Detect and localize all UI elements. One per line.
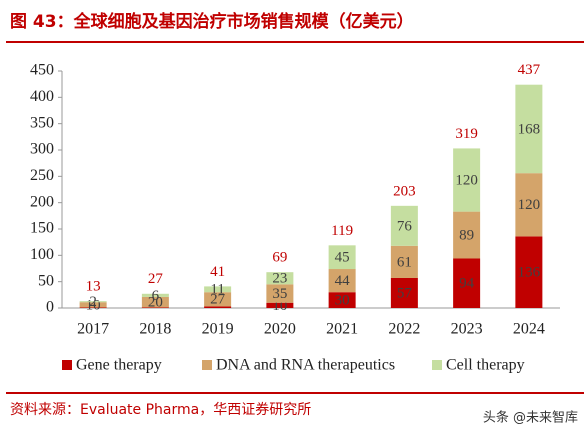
bar-segment	[453, 258, 481, 308]
value-label: 168	[518, 121, 541, 137]
y-tick-label: 200	[30, 193, 54, 210]
bar-segment	[204, 286, 232, 293]
value-label: 27	[210, 292, 226, 308]
x-tick-label: 2023	[451, 321, 483, 338]
value-label: 2	[89, 294, 97, 310]
bar-segment	[328, 269, 356, 293]
y-tick-label: 300	[30, 141, 54, 158]
bar-segment	[79, 301, 107, 303]
x-tick-label: 2021	[326, 321, 358, 338]
legend-swatch	[432, 360, 442, 370]
legend-label: Cell therapy	[446, 357, 525, 374]
bar-segment	[204, 292, 232, 307]
value-label: 45	[335, 250, 350, 266]
value-label: 11	[210, 282, 224, 298]
x-tick-label: 2022	[388, 321, 420, 338]
bar-segment	[390, 205, 418, 246]
bar-segment	[266, 284, 294, 303]
total-label: 13	[86, 279, 101, 295]
legend-swatch	[202, 360, 212, 370]
chart-title: 图 43：全球细胞及基因治疗市场销售规模（亿美元）	[10, 11, 414, 32]
value-label: 76	[397, 218, 413, 234]
value-label: 35	[272, 286, 287, 302]
value-label: 61	[397, 254, 412, 270]
total-label: 203	[393, 183, 416, 199]
y-tick-label: 250	[30, 167, 54, 184]
bar-segment	[204, 306, 232, 308]
value-label: 94	[459, 276, 475, 292]
legend-label: DNA and RNA therapeutics	[216, 357, 395, 374]
watermark: 头条 @未来智库	[483, 410, 578, 426]
x-tick-label: 2018	[139, 321, 171, 338]
bar-segment	[328, 292, 356, 308]
bar-segment	[390, 245, 418, 278]
total-label: 69	[272, 250, 287, 266]
total-label: 437	[518, 62, 541, 78]
bar-segment	[266, 302, 294, 308]
bar-segment	[515, 84, 543, 174]
bar-segment	[141, 293, 169, 297]
y-tick-label: 50	[38, 272, 54, 289]
value-label: 89	[459, 227, 474, 243]
y-tick-label: 450	[30, 62, 54, 79]
bar-segment	[328, 245, 356, 270]
total-label: 27	[148, 271, 164, 287]
legend-swatch	[62, 360, 72, 370]
value-label: 57	[397, 285, 413, 301]
value-label: 23	[272, 271, 287, 287]
bar-segment	[79, 307, 107, 308]
x-tick-label: 2020	[264, 321, 296, 338]
value-label: 6	[152, 288, 160, 304]
bar-segment	[390, 277, 418, 308]
y-tick-label: 400	[30, 88, 54, 105]
total-label: 119	[331, 223, 353, 239]
value-label: 120	[455, 172, 478, 188]
bar-segment	[515, 173, 543, 237]
value-label: 120	[518, 197, 541, 213]
total-label: 319	[455, 126, 478, 142]
x-tick-label: 2017	[77, 321, 109, 338]
bar-segment	[79, 302, 107, 308]
value-label: 44	[335, 273, 351, 289]
bar-segment	[515, 236, 543, 308]
legend-label: Gene therapy	[76, 357, 162, 374]
x-tick-label: 2024	[513, 321, 545, 338]
bar-segment	[141, 296, 169, 308]
total-label: 41	[210, 264, 225, 280]
value-label: 20	[148, 295, 163, 311]
bar-segment	[453, 148, 481, 212]
value-label: 30	[335, 293, 350, 309]
y-tick-label: 350	[30, 114, 54, 131]
y-tick-label: 100	[30, 246, 54, 263]
bar-segment	[453, 211, 481, 259]
y-tick-label: 150	[30, 220, 54, 237]
bar-segment	[266, 272, 294, 285]
x-tick-label: 2019	[202, 321, 234, 338]
y-tick-label: 0	[46, 299, 54, 316]
bar-segment	[141, 307, 169, 308]
value-label: 136	[518, 265, 541, 281]
source: 资料来源：Evaluate Pharma，华西证券研究所	[10, 402, 311, 418]
